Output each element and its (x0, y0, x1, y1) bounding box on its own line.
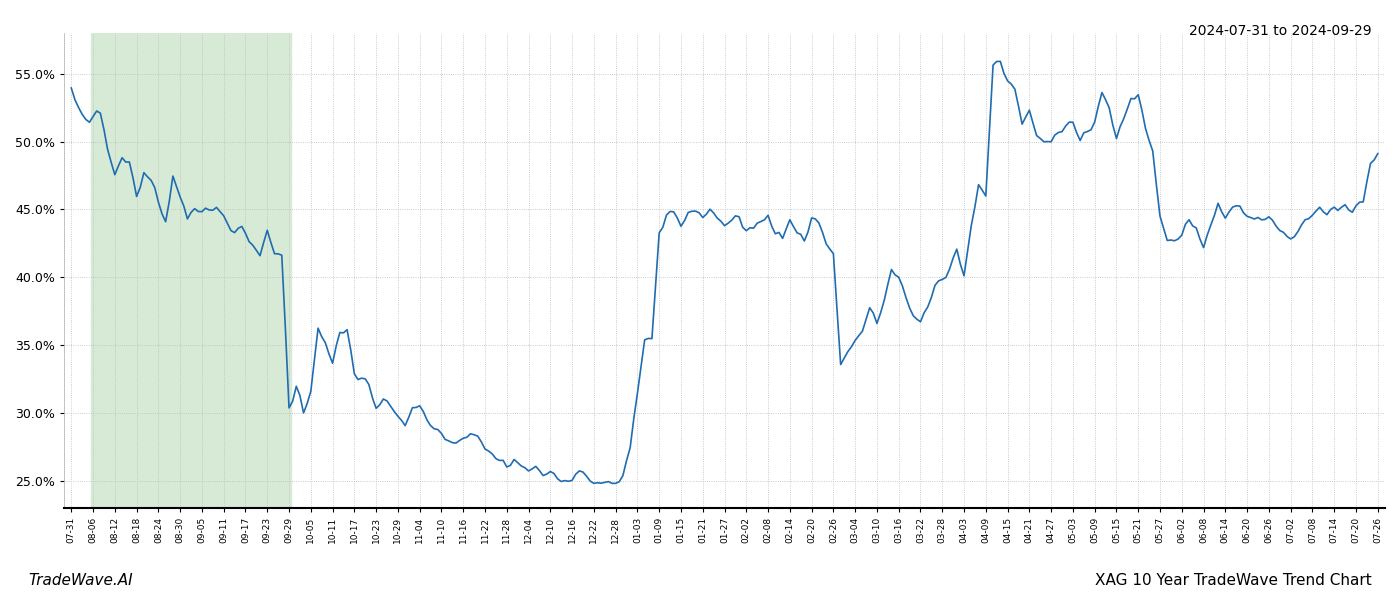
Text: TradeWave.AI: TradeWave.AI (28, 573, 133, 588)
Text: 2024-07-31 to 2024-09-29: 2024-07-31 to 2024-09-29 (1190, 24, 1372, 38)
Bar (91, 33, 291, 508)
Text: XAG 10 Year TradeWave Trend Chart: XAG 10 Year TradeWave Trend Chart (1095, 573, 1372, 588)
